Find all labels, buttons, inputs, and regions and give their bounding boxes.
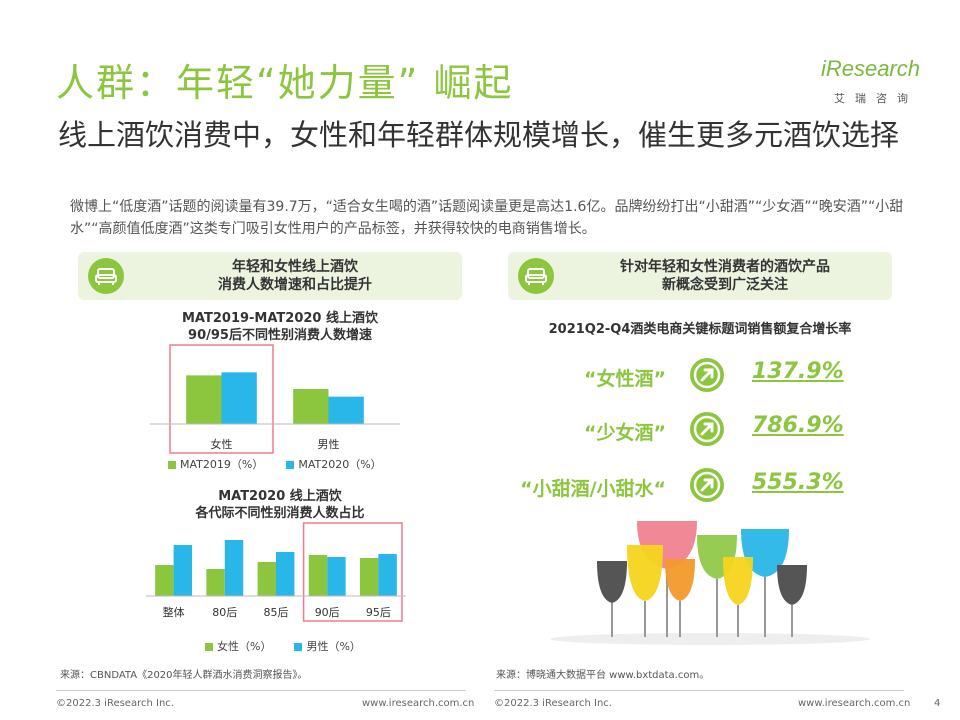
chart1-plot: 女性 男性 <box>150 344 400 454</box>
right-card-line1: 针对年轻和女性消费者的酒饮产品 <box>620 259 830 275</box>
bar-90后-1 <box>327 557 346 596</box>
chart2-plot: 整体 80后 85后 90后 95后 <box>146 522 406 622</box>
tick-label: 80后 <box>212 606 237 619</box>
bar-95后-1 <box>378 554 397 596</box>
legend-swatch-green <box>168 461 176 469</box>
bar-85后-0 <box>257 562 276 596</box>
shadow <box>550 633 870 645</box>
page-subtitle: 线上酒饮消费中，女性和年轻群体规模增长，催生更多元酒饮选择 <box>58 118 900 152</box>
chart1-title: MAT2019-MAT2020 线上酒饮 <box>182 311 378 326</box>
footer-url-right: www.iresearch.com.cn <box>798 698 911 709</box>
chart1-legend-s1: MAT2019（%） <box>180 458 264 471</box>
source-left: 来源：CBNDATA《2020年轻人群酒水消费洞察报告》。 <box>60 670 308 681</box>
highlight-box <box>169 344 274 454</box>
keyword-3-value: 555.3% <box>752 470 844 495</box>
keyword-2-value: 786.9% <box>752 413 844 438</box>
glass-dark-2 <box>777 565 807 637</box>
keyword-1: “女性酒” <box>584 368 666 390</box>
keyword-3: “小甜酒/小甜水“ <box>520 478 666 500</box>
chart2-title-block: MAT2020 线上酒饮 各代际不同性别消费人数占比 <box>130 488 430 522</box>
bar-女性-1 <box>221 372 257 424</box>
glass-orange <box>665 559 695 637</box>
bar-男性-0 <box>293 389 329 424</box>
sofa-icon <box>88 258 124 294</box>
footer-copyright-left: ©2022.3 iResearch Inc. <box>56 698 174 709</box>
iresearch-logo: iResearch 艾瑞咨询 <box>790 50 920 110</box>
right-card-line2: 新概念受到广泛关注 <box>662 277 788 293</box>
source-right: 来源：博晓通大数据平台 www.bxtdata.com。 <box>496 670 710 681</box>
page-title: 人群：年轻“她力量” 崛起 <box>56 61 514 105</box>
left-section-card: 年轻和女性线上酒饮 消费人数增速和占比提升 <box>78 252 462 300</box>
tick-label: 整体 <box>163 605 185 619</box>
glass-dark-1 <box>597 561 627 637</box>
sofa-icon <box>518 258 554 294</box>
legend-swatch-blue <box>286 461 295 469</box>
tick-label: 90后 <box>315 606 340 619</box>
keyword-2: “少女酒” <box>584 422 666 444</box>
page-number: 4 <box>934 698 941 709</box>
chart2-legend-s2: 男性（%） <box>306 640 361 653</box>
footer-copyright-right: ©2022.3 iResearch Inc. <box>494 698 612 709</box>
chart1-legend: MAT2019（%） MAT2020（%） <box>168 456 382 472</box>
growth-arrow-icon <box>690 468 724 502</box>
legend-swatch-green <box>205 643 213 651</box>
footer-url-left: www.iresearch.com.cn <box>362 698 475 709</box>
tick-label: 95后 <box>366 606 391 619</box>
legend-swatch-blue <box>294 643 303 651</box>
growth-title: 2021Q2-Q4酒类电商关键标题词销售额复合增长率 <box>548 322 852 337</box>
keyword-1-value: 137.9% <box>752 359 844 384</box>
chart2-subtitle: 各代际不同性别消费人数占比 <box>195 506 365 521</box>
glass-yellow-2 <box>723 557 753 637</box>
chart1-subtitle: 90/95后不同性别消费人数增速 <box>188 328 372 343</box>
tick-label: 女性 <box>211 437 233 451</box>
left-card-line2: 消费人数增速和占比提升 <box>218 277 372 293</box>
left-card-line1: 年轻和女性线上酒饮 <box>232 259 358 275</box>
logo-chinese: 艾瑞咨询 <box>834 92 918 105</box>
footer-divider-left <box>56 690 466 691</box>
footer-divider-right <box>494 690 904 691</box>
wine-glasses-illustration <box>550 521 870 645</box>
bar-95后-0 <box>359 558 379 596</box>
bar-整体-0 <box>155 565 174 596</box>
bar-男性-1 <box>328 396 364 424</box>
page-description: 微博上“低度酒”话题的阅读量有39.7万，“适合女生喝的酒”话题阅读量更是高达1… <box>70 199 904 237</box>
bar-女性-0 <box>186 375 222 424</box>
tick-label: 男性 <box>318 437 340 451</box>
chart2-legend: 女性（%） 男性（%） <box>205 638 361 654</box>
highlight-box <box>302 522 403 622</box>
bar-80后-1 <box>224 540 244 596</box>
logo-wordmark: iResearch <box>820 56 920 81</box>
growth-arrow-icon <box>690 358 724 392</box>
growth-arrow-icon <box>690 412 724 446</box>
glass-yellow-1 <box>627 545 663 637</box>
bar-80后-0 <box>206 569 225 596</box>
chart2-title: MAT2020 线上酒饮 <box>218 489 342 504</box>
chart2-legend-s1: 女性（%） <box>217 640 272 653</box>
right-section-card: 针对年轻和女性消费者的酒饮产品 新概念受到广泛关注 <box>508 252 892 300</box>
chart1-title-block: MAT2019-MAT2020 线上酒饮 90/95后不同性别消费人数增速 <box>130 310 430 344</box>
tick-label: 85后 <box>264 606 289 619</box>
bar-90后-0 <box>308 555 328 596</box>
bar-85后-1 <box>276 552 295 596</box>
chart1-legend-s2: MAT2020（%） <box>298 458 382 471</box>
bar-整体-1 <box>173 545 193 596</box>
